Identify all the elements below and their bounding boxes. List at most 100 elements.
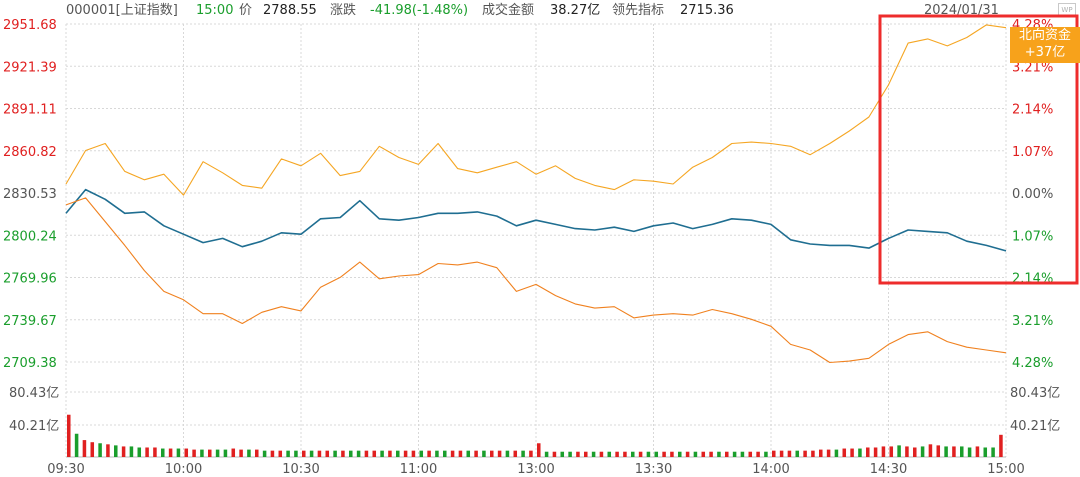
volume-bar <box>866 447 870 457</box>
y-tick-left: 2921.39 <box>3 60 57 75</box>
volume-bar <box>646 451 651 457</box>
volume-bar <box>936 445 941 457</box>
volume-bar <box>192 449 196 457</box>
volume-bar <box>834 449 839 457</box>
leading-indicator-value: 2715.36 <box>680 3 734 18</box>
volume-bar <box>544 451 549 457</box>
volume-bar <box>756 451 760 457</box>
volume-bar <box>356 450 361 457</box>
x-tick: 14:30 <box>870 462 907 477</box>
volume-bar <box>623 451 627 457</box>
volume-bar <box>325 450 330 457</box>
volume-bar <box>490 450 494 457</box>
volume-bar <box>701 451 706 457</box>
volume-bar <box>913 447 917 457</box>
volume-bar <box>521 450 525 457</box>
volume-bar <box>576 451 580 457</box>
y-tick-right: 0.00% <box>1012 187 1053 202</box>
volume-bar <box>967 447 972 457</box>
volume-bar <box>654 451 659 457</box>
volume-bar <box>403 450 408 457</box>
volume-bar <box>474 450 478 457</box>
volume-bar <box>748 451 753 457</box>
volume-bar <box>764 451 768 457</box>
y-tick-left: 2769.96 <box>3 272 57 287</box>
volume-bar <box>67 414 71 457</box>
volume-bar <box>255 449 259 457</box>
volume-bar <box>826 449 831 457</box>
volume-bar <box>372 450 377 457</box>
volume-bar <box>928 444 933 457</box>
price-label: 价 <box>239 3 253 18</box>
volume-bar <box>247 449 251 457</box>
price-change: -41.98(-1.48%) <box>370 3 469 18</box>
leading-indicator-label: 领先指标 <box>612 3 665 18</box>
left-price-axis: 2951.68 2921.39 2891.11 2860.82 2830.53 2800.… <box>3 18 57 371</box>
series-line-price <box>65 188 1007 252</box>
volume-bar <box>114 445 118 457</box>
volume-bar <box>215 449 220 457</box>
volume-bar <box>121 446 126 457</box>
volume-bar <box>364 450 369 457</box>
volume-bar <box>176 448 181 457</box>
volume-bar <box>145 447 149 457</box>
y-tick-left: 2709.38 <box>3 356 57 371</box>
volume-bar <box>850 448 854 457</box>
volume-bar <box>349 450 353 457</box>
northbound-value: +37亿 <box>1024 45 1066 60</box>
volume-tick-right: 40.21亿 <box>1010 419 1060 434</box>
volume-bar <box>858 448 862 457</box>
volume-bar <box>638 451 643 457</box>
volume-bar <box>991 447 995 457</box>
chart-grid <box>65 23 1007 458</box>
volume-bar <box>309 450 314 457</box>
y-tick-left: 2951.68 <box>3 18 57 33</box>
volume-bar <box>262 450 267 457</box>
volume-bar <box>725 451 729 457</box>
volume-bar <box>584 451 588 457</box>
volume-bar <box>513 450 518 457</box>
northbound-capital-flag: 北向资金 +37亿 <box>1010 27 1080 63</box>
volume-bars <box>67 414 1003 457</box>
volume-bar <box>842 448 847 457</box>
y-tick-right: 1.07% <box>1012 145 1053 160</box>
highlight-box <box>878 14 1079 285</box>
volume-bar <box>270 450 275 457</box>
volume-bar <box>302 450 306 457</box>
volume-bar <box>983 447 988 457</box>
volume-bar <box>278 450 283 457</box>
time-axis: 09:30 10:00 10:30 11:00 13:00 13:30 14:00 14:30… <box>47 462 1024 477</box>
volume-bar <box>897 445 901 457</box>
volume-bar <box>82 440 87 457</box>
volume-bar <box>411 450 416 457</box>
price-lines <box>65 24 1007 364</box>
volume-bar <box>505 450 510 457</box>
x-tick: 13:30 <box>635 462 672 477</box>
volume-bar <box>631 451 635 457</box>
volume-bar <box>231 448 236 457</box>
volume-bar <box>678 451 682 457</box>
volume-bar <box>396 450 400 457</box>
volume-bar <box>200 449 204 457</box>
x-tick: 13:00 <box>517 462 554 477</box>
current-time: 15:00 <box>196 3 234 18</box>
volume-bar <box>607 451 612 457</box>
y-tick-right: 3.21% <box>1012 60 1053 75</box>
volume-bar <box>317 450 322 457</box>
x-tick: 10:30 <box>282 462 319 477</box>
volume-bar <box>137 447 142 457</box>
index-code: 000001[上证指数] <box>66 3 178 18</box>
volume-bar <box>482 450 486 457</box>
volume-bar <box>662 451 666 457</box>
volume-bar <box>466 450 471 457</box>
volume-bar <box>560 451 565 457</box>
volume-bar <box>670 451 674 457</box>
volume-bar <box>74 433 79 457</box>
volume-bar <box>552 451 557 457</box>
right-percent-axis: 4.28%3.21%2.14%1.07%0.00%1.07%2.14%3.21%… <box>1012 18 1053 371</box>
y-tick-right: 3.21% <box>1012 314 1053 329</box>
volume-bar <box>537 443 541 457</box>
volume-bar <box>787 450 792 457</box>
volume-bar <box>952 446 956 457</box>
